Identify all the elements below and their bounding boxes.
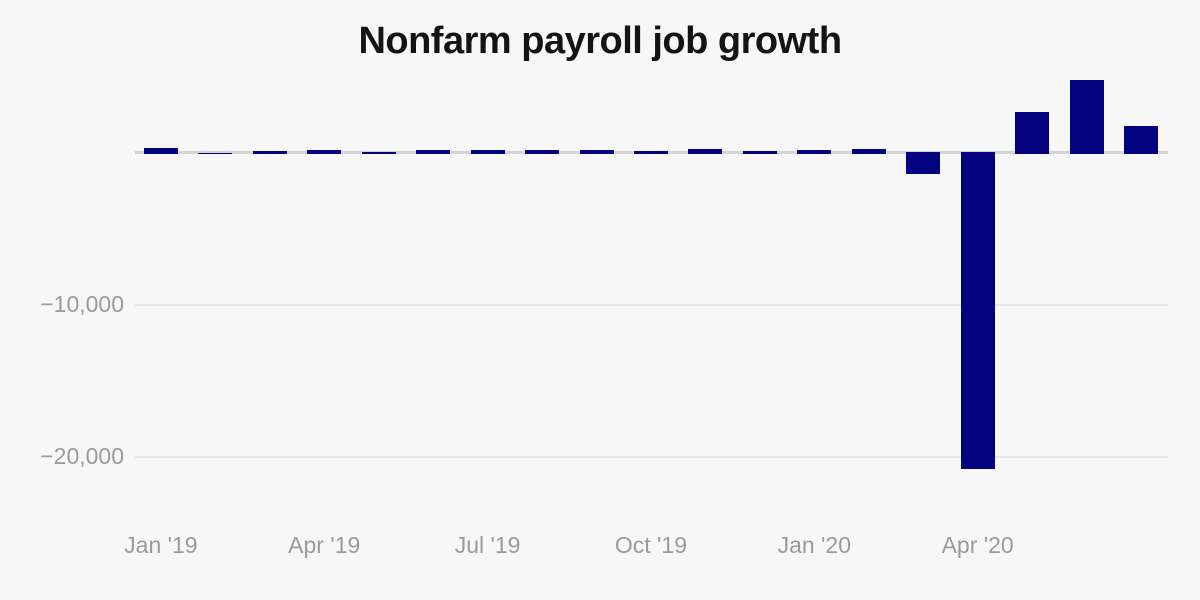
bar-may-20 xyxy=(1015,111,1050,154)
bar-apr-19 xyxy=(307,149,342,154)
bar-oct-19 xyxy=(633,150,668,154)
bar-sep-19 xyxy=(579,150,614,154)
bar-jul-20 xyxy=(1124,126,1158,154)
chart-title: Nonfarm payroll job growth xyxy=(358,20,842,62)
y-axis-tick-label: −10,000 xyxy=(40,291,124,317)
bar-nov-19 xyxy=(688,149,723,154)
bar-aug-19 xyxy=(525,149,560,154)
bar-may-19 xyxy=(361,152,396,154)
x-axis-tick-label: Apr '20 xyxy=(941,532,1014,558)
bar-feb-19 xyxy=(198,152,233,154)
x-axis-tick-label: Oct '19 xyxy=(614,532,688,558)
gridline--20000 xyxy=(135,456,1168,458)
bar-jan-20 xyxy=(797,149,832,154)
x-axis-tick-label: Apr '19 xyxy=(288,532,361,558)
x-axis-tick-label: Jan '20 xyxy=(777,532,852,558)
bar-jan-19 xyxy=(143,148,178,154)
bar-jul-19 xyxy=(470,150,505,154)
gridline--10000 xyxy=(135,304,1168,306)
bar-feb-20 xyxy=(851,149,886,154)
y-axis-tick-label: −20,000 xyxy=(40,443,124,469)
bar-mar-20 xyxy=(906,152,941,174)
bar-jun-20 xyxy=(1069,80,1104,154)
bar-mar-19 xyxy=(252,150,287,154)
bar-jun-19 xyxy=(416,150,451,154)
x-axis-tick-label: Jan '19 xyxy=(124,532,198,558)
bar-apr-20 xyxy=(960,152,995,469)
bar-dec-19 xyxy=(742,150,777,154)
x-axis-tick-label: Jul '19 xyxy=(454,532,521,558)
